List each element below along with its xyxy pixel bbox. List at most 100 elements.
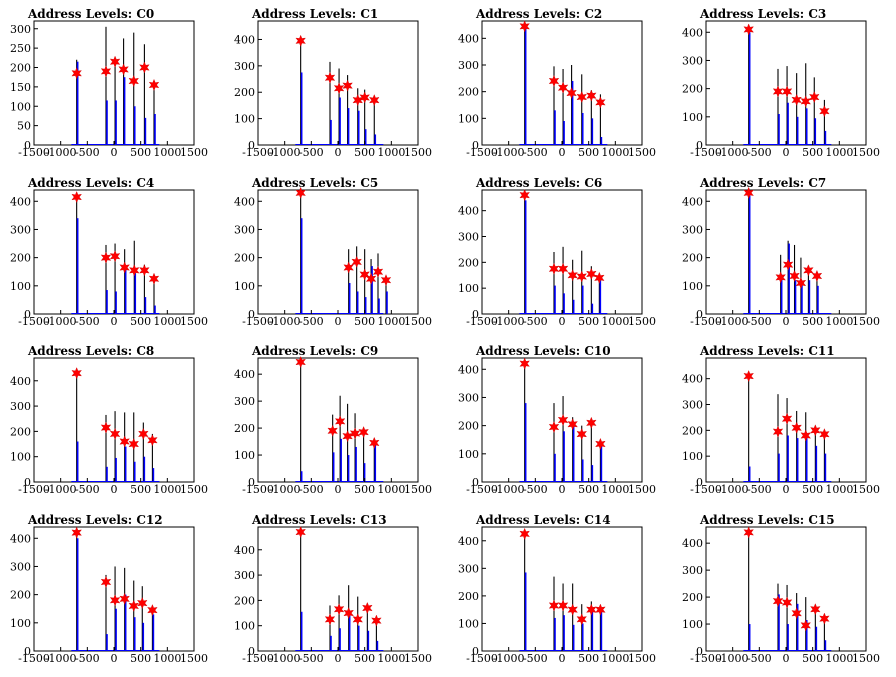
star-marker: [365, 272, 377, 285]
x-tick-label: -500: [75, 315, 100, 328]
plot-frame: [33, 189, 195, 315]
star-marker: [595, 96, 606, 109]
star-marker: [148, 272, 160, 285]
star-marker: [324, 613, 336, 626]
subplot-c4: Address Levels: C4 0 100 200 300 400 -1500-100…: [10, 176, 208, 328]
star-marker: [567, 418, 578, 431]
y-tick-label: 400: [234, 368, 255, 381]
y-tick-label: 150: [10, 81, 31, 94]
y-tick-label: 300: [458, 231, 479, 244]
x-tick-label: 0: [111, 652, 118, 665]
star-marker: [566, 86, 577, 100]
subplot-title: Address Levels: C10: [475, 344, 611, 358]
star-marker: [586, 89, 597, 102]
x-tick-label: 1500: [180, 146, 208, 159]
star-marker: [781, 412, 793, 425]
star-marker: [295, 186, 306, 199]
star-marker: [118, 63, 129, 76]
y-tick-label: 0: [696, 308, 703, 321]
subplot-c3: Address Levels: C3 0 100 200 300 400 -1500-100…: [682, 7, 880, 159]
plot-frame: [257, 20, 419, 146]
star-marker: [819, 428, 830, 441]
x-tick-label: -500: [299, 146, 324, 159]
star-marker: [791, 607, 802, 620]
x-tick-label: 0: [783, 483, 790, 496]
y-tick-label: 200: [234, 252, 255, 265]
y-tick-label: 100: [10, 617, 31, 630]
subplot-title: Address Levels: C0: [27, 7, 154, 21]
y-tick-label: 0: [248, 139, 255, 152]
x-tick-label: 500: [354, 315, 375, 328]
star-marker: [129, 264, 140, 277]
star-marker: [128, 438, 139, 451]
x-tick-label: -1000: [717, 652, 749, 665]
star-marker: [371, 614, 382, 627]
x-tick-label: 1500: [628, 146, 656, 159]
x-tick-label: 500: [578, 315, 599, 328]
x-tick-label: -500: [747, 315, 772, 328]
x-tick-label: -500: [747, 652, 772, 665]
y-tick-label: 400: [10, 532, 31, 545]
y-tick-label: 100: [234, 113, 255, 126]
star-marker: [819, 105, 830, 118]
star-marker: [782, 258, 794, 271]
star-marker: [548, 74, 560, 88]
x-tick-label: 1000: [601, 146, 629, 159]
y-tick-label: 100: [234, 449, 255, 462]
y-tick-label: 300: [458, 391, 479, 404]
x-tick-label: -1500: [18, 315, 50, 328]
x-tick-label: -500: [523, 483, 548, 496]
star-marker: [333, 603, 345, 616]
y-tick-label: 300: [234, 60, 255, 73]
star-marker: [519, 189, 530, 202]
plot-frame: [705, 526, 867, 652]
y-tick-label: 300: [682, 223, 703, 236]
subplot-c11: Address Levels: C11 0 100 200 300 400 -1500-10…: [682, 344, 880, 496]
star-marker: [147, 604, 158, 617]
x-tick-label: -1000: [269, 146, 301, 159]
plot-frame: [705, 189, 867, 315]
y-tick-label: 300: [234, 395, 255, 408]
x-tick-label: 1000: [377, 146, 405, 159]
y-tick-label: 100: [458, 617, 479, 630]
plot-frame: [705, 20, 867, 146]
star-marker: [781, 85, 793, 98]
x-tick-label: 1500: [404, 146, 432, 159]
y-tick-label: 400: [682, 373, 703, 386]
star-marker: [372, 265, 384, 278]
y-tick-label: 100: [234, 620, 255, 633]
x-tick-label: -1500: [466, 652, 498, 665]
y-tick-label: 200: [682, 591, 703, 604]
x-tick-label: 1500: [404, 315, 432, 328]
subplot-c5: Address Levels: C5 0 100 200 300 400 -1500-100…: [234, 176, 432, 328]
x-tick-label: 0: [783, 652, 790, 665]
star-marker: [358, 426, 369, 439]
star-marker: [119, 592, 130, 605]
star-marker: [109, 427, 121, 440]
y-tick-label: 0: [696, 476, 703, 489]
x-tick-label: -1000: [45, 315, 77, 328]
star-marker: [772, 595, 784, 608]
star-marker: [128, 599, 139, 612]
plot-frame: [481, 20, 643, 146]
y-tick-label: 200: [458, 86, 479, 99]
star-marker: [352, 613, 363, 626]
y-tick-label: 100: [458, 448, 479, 461]
x-tick-label: -1500: [242, 483, 274, 496]
x-tick-label: -500: [299, 315, 324, 328]
y-tick-label: 0: [24, 645, 31, 658]
y-tick-label: 100: [458, 282, 479, 295]
x-tick-label: 0: [335, 146, 342, 159]
x-tick-label: -500: [299, 652, 324, 665]
star-marker: [71, 191, 82, 204]
subplot-title: Address Levels: C7: [699, 176, 826, 190]
x-tick-label: -1000: [717, 483, 749, 496]
star-marker: [128, 75, 139, 88]
star-marker: [519, 357, 530, 370]
star-marker: [100, 575, 112, 588]
y-tick-label: 400: [458, 535, 479, 548]
y-tick-label: 0: [248, 476, 255, 489]
x-tick-label: -1000: [717, 315, 749, 328]
star-marker: [772, 85, 784, 98]
